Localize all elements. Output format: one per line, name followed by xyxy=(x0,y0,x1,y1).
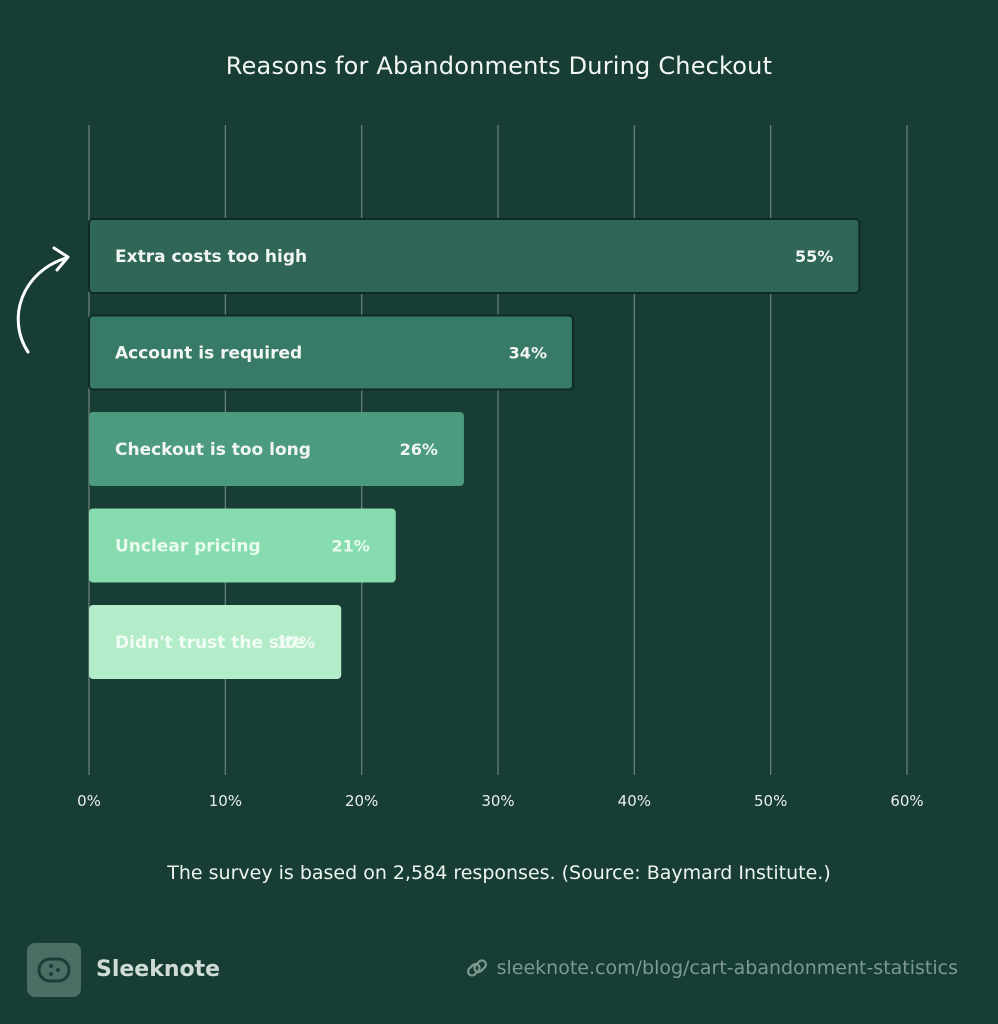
bar-value-label: 26% xyxy=(400,440,438,459)
x-tick-label: 0% xyxy=(77,792,101,810)
bar xyxy=(88,314,574,391)
bar xyxy=(89,508,396,583)
bar-value-label: 21% xyxy=(331,537,369,556)
sleeknote-logo-icon xyxy=(27,943,81,997)
x-tick-label: 10% xyxy=(209,792,242,810)
bar-category-label: Checkout is too long xyxy=(115,440,311,460)
bar-category-label: Account is required xyxy=(115,344,302,364)
x-tick-label: 60% xyxy=(890,792,923,810)
curved-arrow-icon xyxy=(16,256,68,354)
bar-group: Unclear pricing 21% xyxy=(89,508,396,583)
arrowhead-icon xyxy=(52,246,70,272)
bar-chart: Extra costs too high 55% Account is requir… xyxy=(16,125,924,810)
bar-layer: Extra costs too high 55% Account is requir… xyxy=(88,218,861,679)
x-tick-label: 30% xyxy=(481,792,514,810)
bar xyxy=(88,218,861,294)
source-footnote: The survey is based on 2,584 responses. … xyxy=(167,862,831,884)
bar-value-label: 34% xyxy=(509,344,547,363)
bar-category-label: Didn't trust the site xyxy=(115,633,305,653)
x-tick-label: 40% xyxy=(618,792,651,810)
bar-group: Account is required 34% xyxy=(88,314,574,391)
x-tick-label: 20% xyxy=(345,792,378,810)
source-url: sleeknote.com/blog/cart-abandonment-stat… xyxy=(496,957,958,979)
bar xyxy=(89,412,464,486)
tick-layer: 0% 10% 20% 30% 40% 50% 60% xyxy=(77,792,924,810)
link-icon xyxy=(466,959,487,977)
x-tick-label: 50% xyxy=(754,792,787,810)
chart-title: Reasons for Abandonments During Checkout xyxy=(225,52,773,80)
source-link[interactable]: sleeknote.com/blog/cart-abandonment-stat… xyxy=(465,956,958,980)
bar-category-label: Unclear pricing xyxy=(115,537,261,557)
bar-value-label: 55% xyxy=(795,247,833,266)
bar xyxy=(89,605,342,679)
bar-group: Extra costs too high 55% xyxy=(88,218,861,294)
bar-value-label: 17% xyxy=(277,633,315,652)
bar-group: Checkout is too long 26% xyxy=(89,412,464,486)
brand-name: Sleeknote xyxy=(96,957,221,982)
bar-category-label: Extra costs too high xyxy=(115,247,307,267)
